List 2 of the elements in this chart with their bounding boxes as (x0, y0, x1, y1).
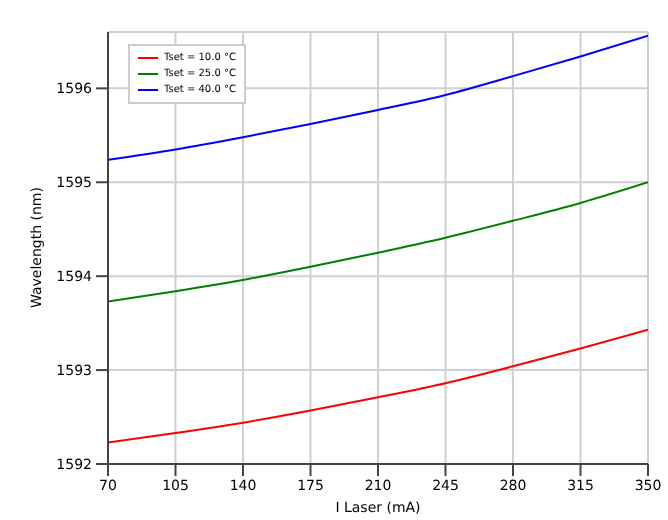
line-series (108, 328, 648, 444)
line-series (108, 181, 648, 303)
